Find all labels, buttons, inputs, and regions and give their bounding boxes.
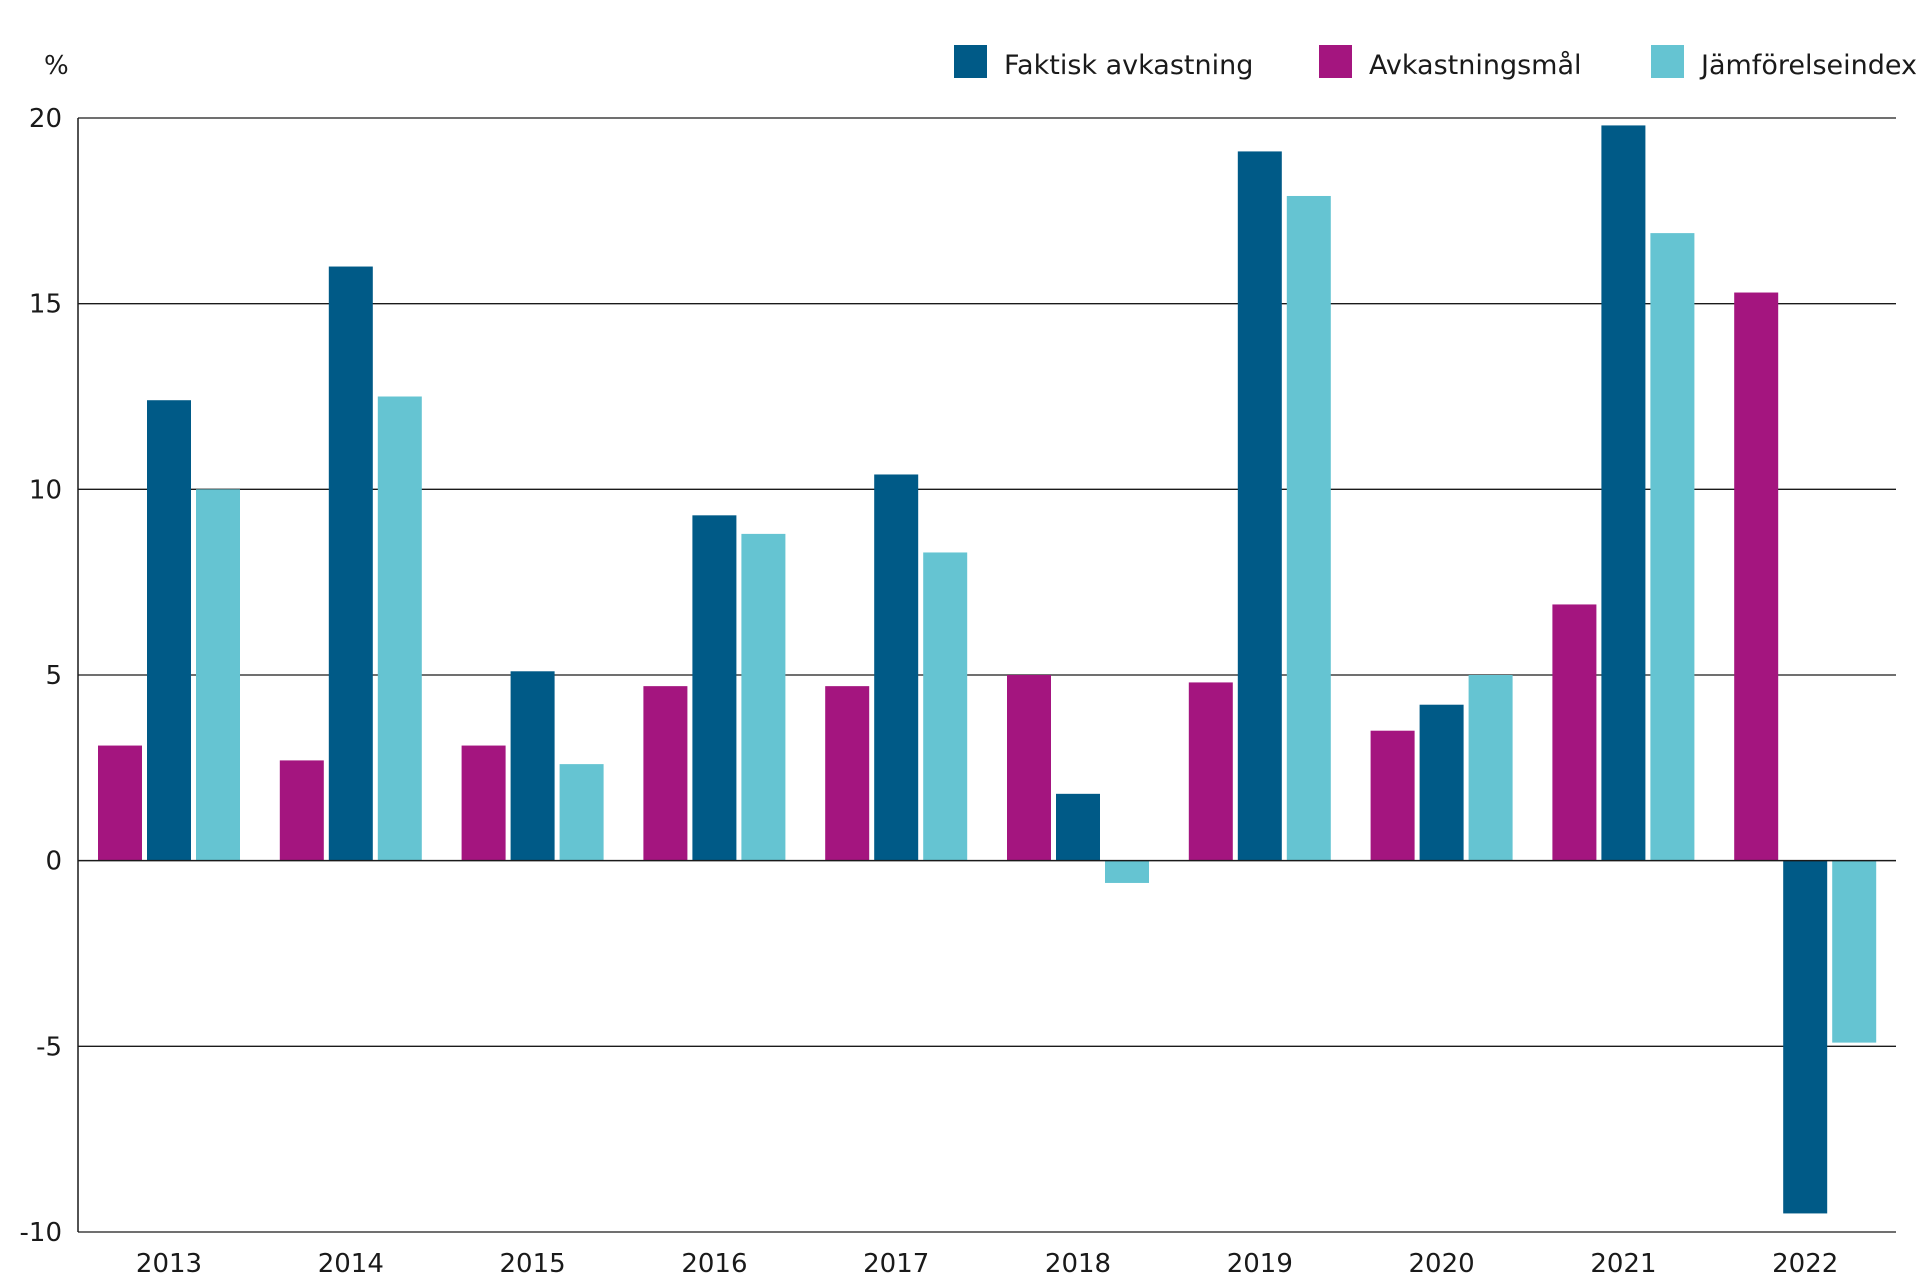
bar <box>328 266 373 861</box>
bar <box>196 489 240 861</box>
x-tick-label: 2018 <box>1045 1249 1111 1279</box>
y-axis-tick-labels: 20 15 10 5 0 -5 -10 <box>20 104 62 1248</box>
legend-swatch <box>954 45 987 78</box>
bar <box>1286 195 1331 861</box>
bar <box>923 552 968 861</box>
bar <box>1007 675 1051 861</box>
bar <box>559 764 604 861</box>
bar <box>1552 604 1597 861</box>
x-axis-tick-labels: 2013 2014 2015 2016 2017 2018 2019 2020 2021 2022 <box>136 1249 1838 1279</box>
y-tick-label: 5 <box>45 661 62 691</box>
bar <box>1370 730 1415 861</box>
legend-swatch <box>1319 45 1352 78</box>
bar <box>377 396 422 861</box>
bar <box>1188 682 1233 861</box>
bar <box>461 745 506 861</box>
bar <box>1419 704 1464 861</box>
x-tick-label: 2022 <box>1772 1249 1838 1279</box>
bar <box>1650 233 1695 861</box>
bar <box>279 760 324 861</box>
bar <box>1237 151 1282 861</box>
legend-label: Avkastningsmål <box>1369 50 1582 81</box>
y-tick-label: 20 <box>29 104 62 134</box>
bar <box>1832 860 1877 1043</box>
bar <box>1601 125 1646 861</box>
bar <box>1783 860 1828 1214</box>
bar <box>147 400 191 861</box>
bar <box>825 686 870 861</box>
x-tick-label: 2021 <box>1590 1249 1656 1279</box>
bar <box>1105 860 1149 883</box>
y-tick-label: 0 <box>45 847 62 877</box>
bar <box>692 515 737 861</box>
x-tick-label: 2020 <box>1409 1249 1475 1279</box>
legend-swatch <box>1651 45 1684 78</box>
x-tick-label: 2017 <box>863 1249 929 1279</box>
x-tick-label: 2014 <box>318 1249 384 1279</box>
x-tick-label: 2013 <box>136 1249 202 1279</box>
y-tick-label: -10 <box>20 1218 62 1248</box>
bar <box>874 474 919 861</box>
bar <box>741 533 786 861</box>
x-tick-label: 2019 <box>1227 1249 1293 1279</box>
bar <box>1468 675 1513 861</box>
y-tick-label: -5 <box>36 1032 62 1062</box>
y-tick-label: 10 <box>29 475 62 505</box>
legend-label: Jämförelseindex <box>1699 50 1917 81</box>
bar <box>98 745 142 861</box>
legend-label: Faktisk avkastning <box>1004 50 1253 81</box>
y-tick-label: 15 <box>29 290 62 320</box>
bar <box>510 671 555 861</box>
bar <box>1734 292 1779 861</box>
legend: Faktisk avkastning Avkastningsmål Jämförel… <box>954 45 1917 81</box>
y-axis-unit-label: % <box>44 51 69 81</box>
bar <box>643 686 688 861</box>
bar <box>1056 793 1100 861</box>
x-tick-label: 2016 <box>681 1249 747 1279</box>
bars <box>98 125 1877 1214</box>
x-tick-label: 2015 <box>500 1249 566 1279</box>
